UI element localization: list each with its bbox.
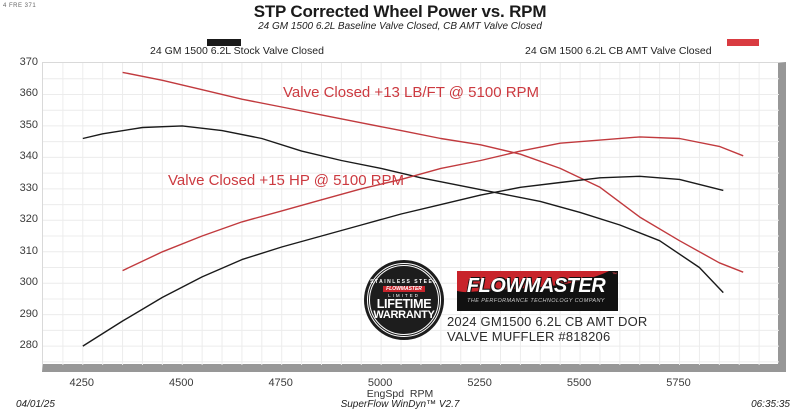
logo-tagline: THE PERFORMANCE TECHNOLOGY COMPANY: [467, 298, 605, 304]
legend-label-cb-amt: 24 GM 1500 6.2L CB AMT Valve Closed: [525, 45, 712, 57]
badge-warranty-text: WARRANTY: [373, 309, 435, 321]
lifetime-warranty-badge: STAINLESS STEEL FLOWMASTER LIMITED LIFET…: [367, 263, 441, 337]
product-label: 2024 GM1500 6.2L CB AMT DOR VALVE MUFFLE…: [447, 314, 648, 344]
x-tick-label: 4750: [268, 377, 293, 389]
y-tick-label: 360: [19, 87, 38, 100]
y-tick-label: 280: [19, 339, 38, 352]
y-tick-label: 350: [19, 118, 38, 131]
chart-annotation: Valve Closed +13 LB/FT @ 5100 RPM: [283, 84, 540, 101]
legend-label-stock: 24 GM 1500 6.2L Stock Valve Closed: [150, 45, 324, 57]
data-curves: [82, 71, 744, 347]
x-tick-label: 4500: [168, 377, 194, 389]
x-tick-label: 5250: [467, 377, 492, 389]
product-line-2: VALVE MUFFLER #818206: [447, 329, 611, 344]
legend-swatch-stock: [207, 39, 241, 46]
x-tick-label: 5500: [566, 377, 592, 389]
badge-flowmaster-chip: FLOWMASTER: [383, 286, 425, 292]
y-tick-label: 370: [19, 56, 38, 68]
y-tick-label: 300: [19, 276, 38, 289]
y-tick-label: 330: [19, 181, 38, 194]
y-tick-label: 320: [19, 213, 38, 226]
y-tick-label: 310: [19, 244, 38, 257]
series-curve: [122, 71, 744, 273]
doc-code: 4 FRE 371: [3, 3, 37, 9]
logo-wordmark: FLOWMASTER: [466, 275, 606, 297]
x-tick-label: 5750: [666, 377, 691, 389]
x-tick-label: 5000: [367, 377, 393, 389]
flowmaster-logo: FLOWMASTER ™ THE PERFORMANCE TECHNOLOGY …: [457, 271, 618, 311]
badge-lifetime-text: LIFETIME: [376, 297, 432, 311]
series-curve: [122, 136, 744, 272]
logo-trademark-symbol: ™: [612, 272, 617, 278]
chart-annotation: Valve Closed +15 HP @ 5100 RPM: [168, 172, 405, 189]
footer-date: 04/01/25: [16, 399, 55, 410]
y-tick-label: 340: [19, 150, 38, 163]
product-line-1: 2024 GM1500 6.2L CB AMT DOR: [447, 314, 648, 329]
series-curve: [82, 125, 724, 294]
footer-app-name: SuperFlow WinDyn™ V2.7: [340, 399, 460, 410]
legend-swatch-cb-amt: [727, 39, 759, 46]
series-curve: [82, 175, 724, 347]
x-axis-title: EngSpd RPM: [366, 388, 434, 400]
chart-title: STP Corrected Wheel Power vs. RPM: [253, 2, 547, 21]
footer-time: 06:35:35: [751, 399, 790, 410]
badge-arc-text: STAINLESS STEEL: [370, 279, 438, 285]
chart-subtitle: 24 GM 1500 6.2L Baseline Valve Closed, C…: [258, 21, 542, 32]
x-tick-label: 4250: [69, 377, 95, 389]
badge-limited-text: LIMITED: [388, 293, 420, 298]
y-tick-label: 290: [19, 307, 38, 320]
